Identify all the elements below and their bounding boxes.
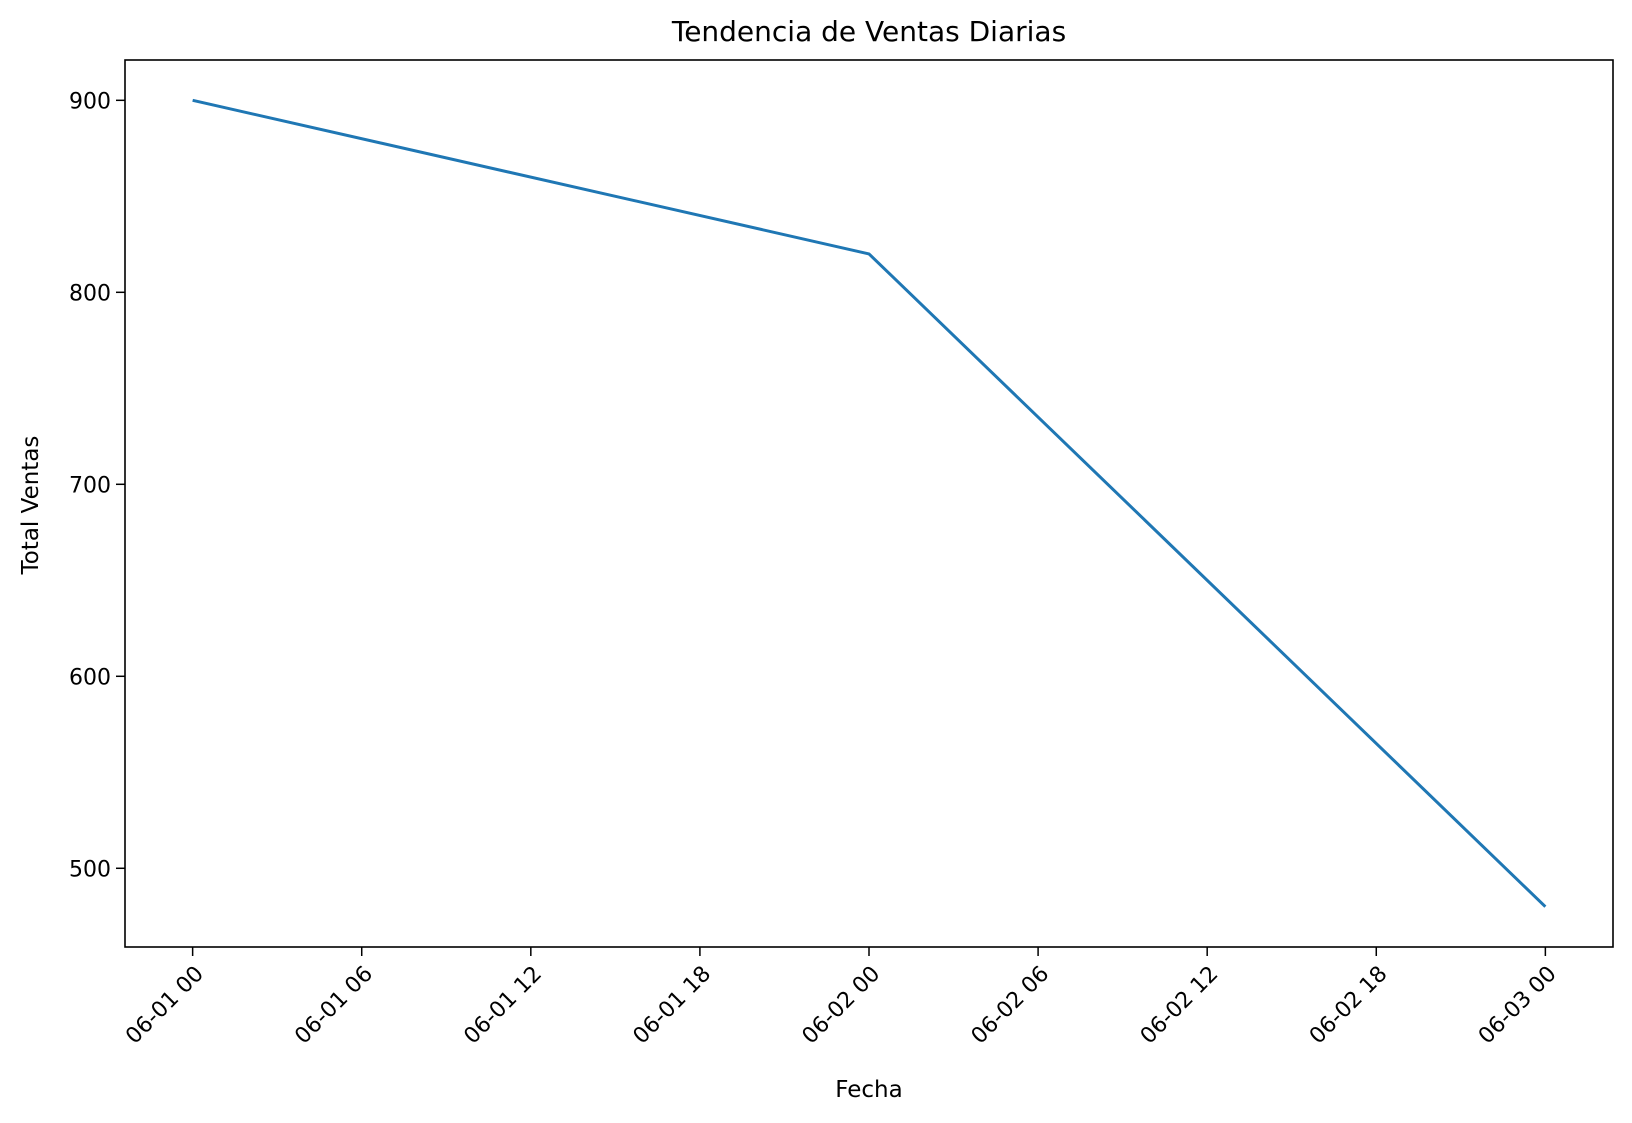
series-line xyxy=(192,98,1547,908)
y-axis-label: Total Ventas xyxy=(18,436,44,576)
y-tick-label: 700 xyxy=(69,473,111,498)
y-tick-label: 600 xyxy=(69,665,111,690)
y-tick-label: 500 xyxy=(69,857,111,882)
x-axis-label: Fecha xyxy=(835,1077,902,1103)
y-tick-label: 800 xyxy=(69,281,111,306)
chart-title: Tendencia de Ventas Diarias xyxy=(671,15,1066,48)
y-tick-label: 900 xyxy=(69,89,111,114)
plot-frame xyxy=(124,59,1614,948)
